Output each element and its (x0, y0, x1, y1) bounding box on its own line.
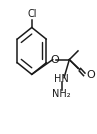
Text: Cl: Cl (27, 9, 37, 19)
Text: O: O (86, 70, 95, 80)
Text: NH₂: NH₂ (52, 89, 71, 99)
Text: HN: HN (54, 74, 69, 84)
Text: O: O (50, 55, 59, 65)
